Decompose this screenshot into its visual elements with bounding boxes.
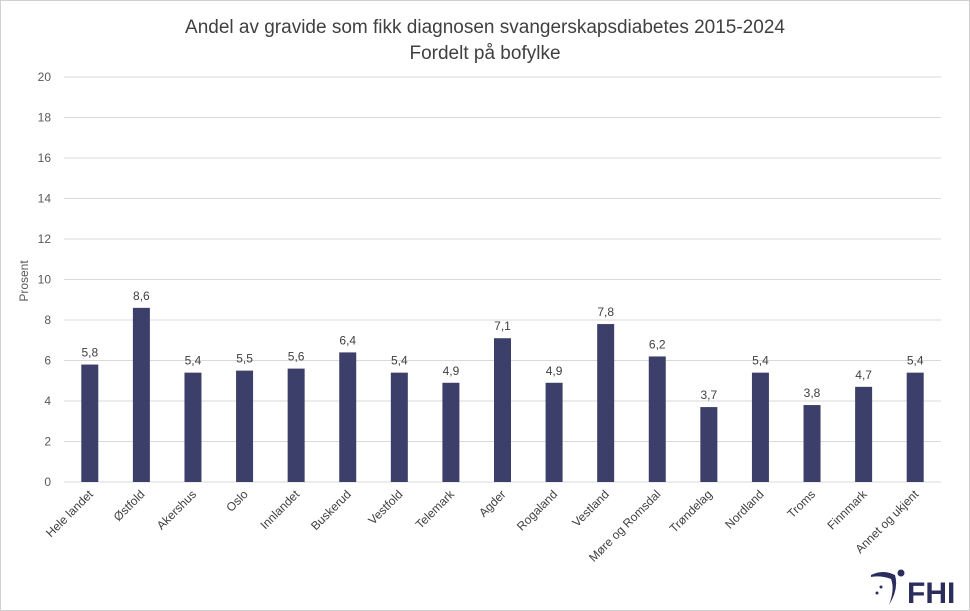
x-tick-label: Trøndelag [667, 487, 715, 535]
data-label: 8,6 [133, 289, 150, 303]
x-tick-label: Oslo [223, 487, 251, 515]
data-label: 5,4 [185, 354, 202, 368]
logo-text: FHI [907, 577, 955, 610]
bar [906, 372, 924, 482]
x-tick-label: Østfold [111, 487, 148, 524]
bar [442, 382, 460, 482]
x-tick-label: Rogaland [514, 487, 560, 533]
bar [855, 386, 873, 482]
bar [751, 372, 769, 482]
fhi-logo: FHI [871, 569, 955, 610]
bar [132, 307, 150, 482]
data-label: 4,9 [443, 364, 460, 378]
data-label: 5,5 [236, 352, 253, 366]
x-tick-label: Nordland [722, 487, 766, 531]
y-tick-label: 0 [44, 475, 51, 489]
x-tick-label: Hele landet [43, 487, 96, 540]
x-tick-label: Innlandet [257, 487, 302, 532]
y-tick-label: 20 [38, 70, 52, 84]
data-label: 5,8 [81, 346, 98, 360]
data-label: 3,8 [804, 386, 821, 400]
bar [803, 405, 821, 482]
y-tick-label: 18 [38, 111, 52, 125]
data-label: 5,6 [288, 350, 305, 364]
data-label: 5,4 [907, 354, 924, 368]
data-label: 4,9 [546, 364, 563, 378]
y-tick-label: 12 [38, 232, 52, 246]
x-tick-label: Troms [785, 487, 819, 521]
data-label: 5,4 [752, 354, 769, 368]
x-tick-label: Akershus [154, 487, 199, 532]
y-tick-label: 14 [38, 192, 52, 206]
data-label: 6,4 [339, 333, 356, 347]
bar [648, 356, 666, 482]
data-label: 6,2 [649, 337, 666, 351]
bar [700, 407, 718, 482]
x-tick-label: Agder [476, 487, 509, 520]
data-label: 4,7 [855, 368, 872, 382]
bar [81, 364, 99, 482]
data-label: 3,7 [701, 388, 718, 402]
bar [597, 324, 615, 482]
bar [390, 372, 408, 482]
x-tick-label: Buskerud [308, 487, 354, 533]
data-label: 5,4 [391, 354, 408, 368]
data-label: 7,8 [597, 305, 614, 319]
y-tick-label: 2 [44, 435, 51, 449]
bar [545, 382, 563, 482]
bar [184, 372, 202, 482]
chart-subtitle: Fordelt på bofylke [409, 43, 560, 64]
y-tick-label: 8 [44, 313, 51, 327]
x-tick-label: Finnmark [824, 487, 870, 533]
y-tick-label: 6 [44, 354, 51, 368]
x-tick-label: Vestland [569, 487, 611, 529]
bar [236, 370, 254, 482]
data-label: 7,1 [494, 319, 511, 333]
bar [339, 352, 357, 482]
chart-title: Andel av gravide som fikk diagnosen svan… [185, 17, 785, 38]
x-tick-label: Telemark [413, 487, 458, 532]
y-tick-label: 10 [38, 273, 52, 287]
y-tick-label: 16 [38, 151, 52, 165]
bar [287, 368, 305, 482]
y-axis-label: Prosent [17, 260, 31, 302]
y-tick-label: 4 [44, 394, 51, 408]
bar [494, 338, 511, 482]
x-tick-label: Vestfold [365, 487, 405, 527]
